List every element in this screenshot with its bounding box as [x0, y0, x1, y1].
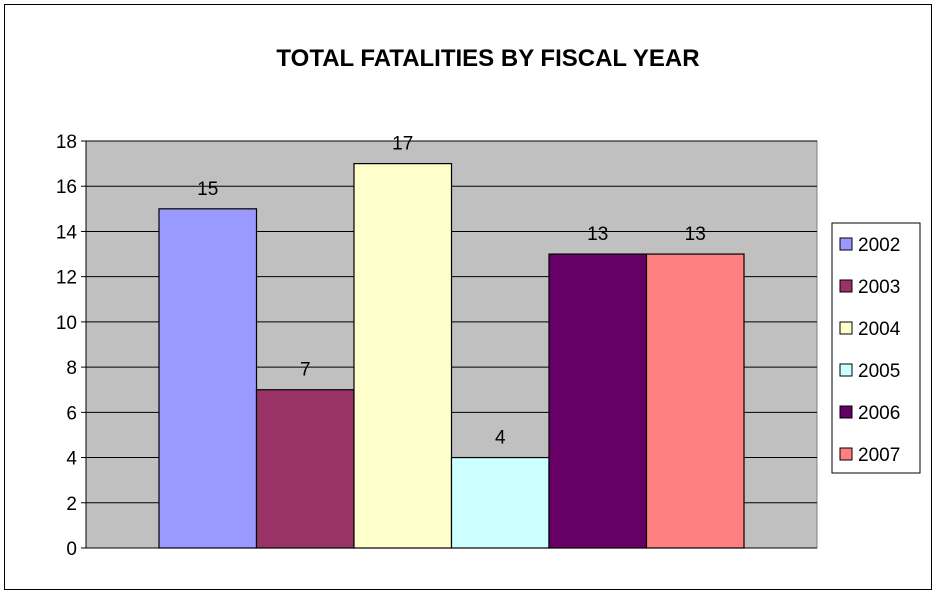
bar-2003: [255, 389, 355, 549]
data-label-2004: 17: [392, 134, 413, 155]
data-label-2003: 7: [300, 360, 311, 381]
y-tick-label: 18: [56, 132, 77, 153]
legend-label-2002: 2002: [858, 235, 900, 256]
bar-2004: [353, 163, 453, 549]
bar-2007: [645, 253, 745, 549]
chart-title: TOTAL FATALITIES BY FISCAL YEAR: [276, 45, 699, 72]
bar-chart: TOTAL FATALITIES BY FISCAL YEAR 0 2 4 6 8 10 1…: [56, 45, 921, 560]
y-tick-label: 14: [56, 222, 78, 243]
bar-2002: [158, 208, 258, 549]
y-tick-label: 4: [66, 449, 77, 470]
legend-label-2007: 2007: [858, 445, 900, 466]
legend-swatch-2003: [839, 279, 853, 293]
y-tick-label: 16: [56, 177, 77, 198]
legend-label-2005: 2005: [858, 361, 900, 382]
y-tick-label: 2: [66, 494, 77, 515]
y-tick-label: 0: [66, 539, 77, 560]
legend-label-2003: 2003: [858, 277, 900, 298]
y-tick-label: 12: [56, 268, 77, 289]
legend-swatch-2007: [839, 447, 853, 461]
bars-group: [158, 163, 745, 549]
legend-swatch-2005: [839, 363, 853, 377]
data-label-2006: 13: [587, 224, 608, 245]
y-tick-label: 10: [56, 313, 77, 334]
data-labels-group: 15 7 17 4 13 13: [197, 134, 706, 449]
data-label-2007: 13: [685, 224, 706, 245]
y-tick-label: 6: [66, 403, 77, 424]
bar-2005: [450, 456, 550, 549]
legend-swatch-2004: [839, 321, 853, 335]
legend: 2002 2003 2004 2005 2006 2007: [831, 222, 921, 474]
chart-frame: TOTAL FATALITIES BY FISCAL YEAR 0 2 4 6 8 10 1…: [4, 4, 932, 590]
legend-swatch-2002: [839, 237, 853, 251]
legend-label-2004: 2004: [858, 319, 901, 340]
legend-swatch-2006: [839, 405, 853, 419]
data-label-2005: 4: [495, 428, 506, 449]
bar-2006: [548, 253, 648, 549]
data-label-2002: 15: [197, 179, 218, 200]
y-tick-label: 8: [66, 358, 77, 379]
legend-box: [831, 222, 921, 474]
legend-label-2006: 2006: [858, 403, 900, 424]
